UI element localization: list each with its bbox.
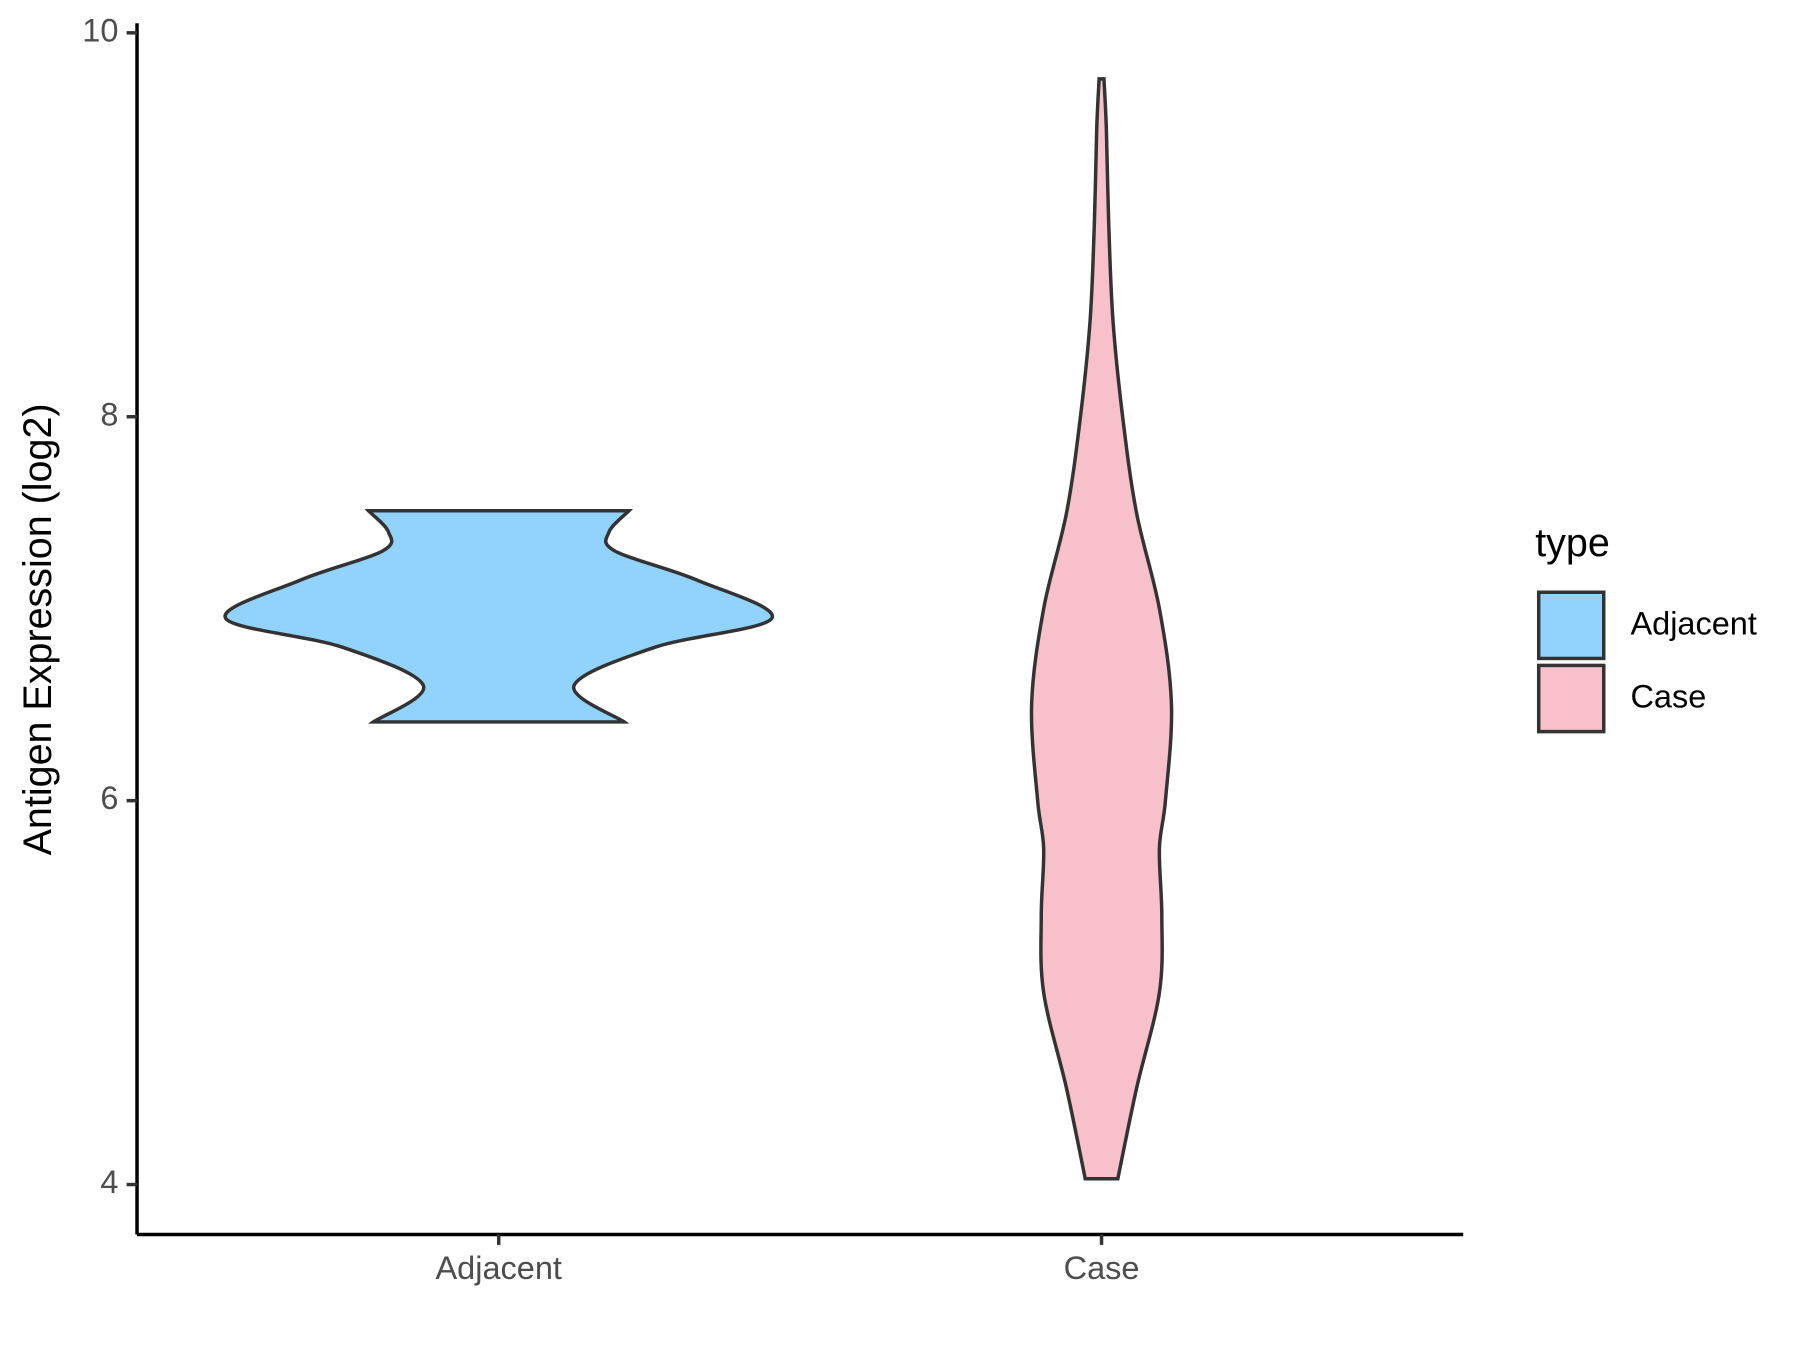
violin (223, 509, 774, 724)
x-tick-label: Adjacent (435, 1250, 561, 1286)
violin (1029, 77, 1174, 1181)
legend-title: type (1535, 521, 1610, 565)
legend-key (1536, 590, 1606, 661)
x-tick-label: Case (1064, 1250, 1140, 1286)
legend-label: Case (1630, 679, 1706, 715)
y-tick-label: 6 (100, 780, 118, 816)
y-tick-label: 4 (100, 1164, 118, 1200)
legend-label: Adjacent (1630, 606, 1756, 642)
y-tick-label: 10 (82, 12, 118, 48)
legend-key (1536, 663, 1606, 734)
y-tick-label: 8 (100, 396, 118, 432)
y-axis-label: Antigen Expression (log2) (16, 403, 60, 855)
